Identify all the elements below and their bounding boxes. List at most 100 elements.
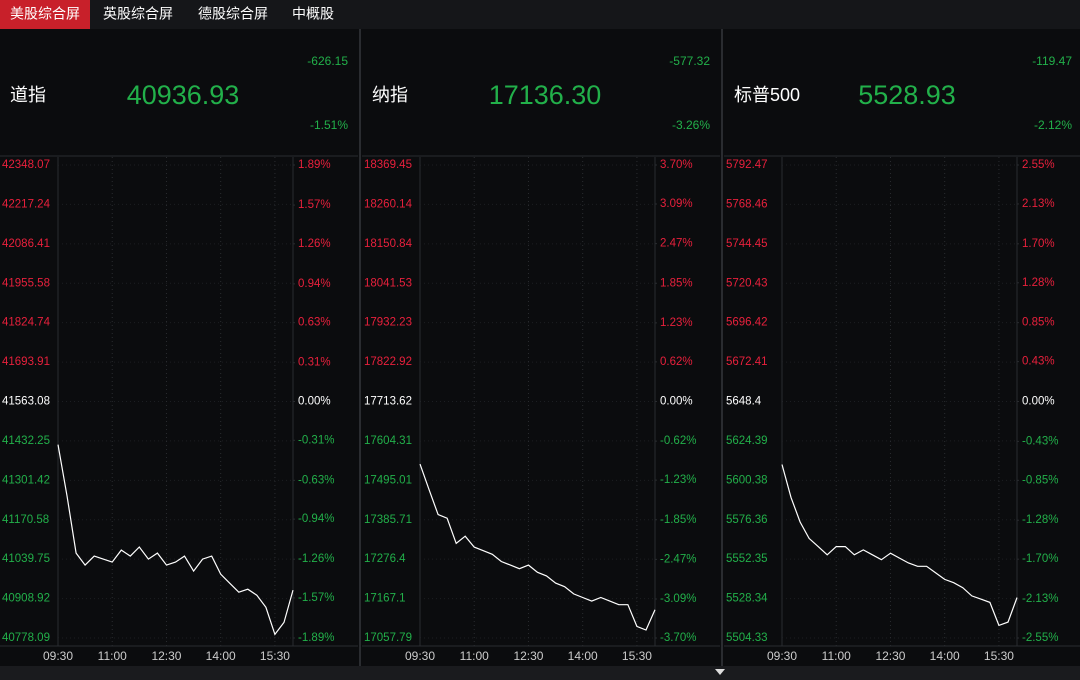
y2-tick-label: -1.23% <box>660 474 696 486</box>
y-tick-label: 18041.53 <box>364 277 412 289</box>
index-name: 道指 <box>10 85 46 105</box>
y2-tick-label: 2.13% <box>1022 198 1055 210</box>
y-tick-label: 40778.09 <box>2 632 50 644</box>
y2-tick-label: 0.31% <box>298 357 331 369</box>
y2-tick-label: 1.26% <box>298 238 331 250</box>
y-tick-label: 17276.4 <box>364 553 406 565</box>
y2-tick-label: 0.00% <box>1022 396 1055 408</box>
index-change-pct: -1.51% <box>310 118 348 132</box>
y-tick-label: 42086.41 <box>2 238 50 250</box>
y2-tick-label: 1.85% <box>660 277 693 289</box>
y-tick-label: 17167.1 <box>364 593 406 605</box>
y-tick-label: 17495.01 <box>364 474 412 486</box>
x-tick-label: 09:30 <box>405 649 435 663</box>
y-tick-label: 17713.62 <box>364 396 412 408</box>
y-tick-label: 5672.41 <box>726 356 768 368</box>
y2-tick-label: 3.09% <box>660 198 693 210</box>
x-tick-label: 14:00 <box>206 649 236 663</box>
y2-tick-label: 0.43% <box>1022 356 1055 368</box>
x-tick-label: 14:00 <box>568 649 598 663</box>
y2-tick-label: -0.85% <box>1022 474 1058 486</box>
y2-tick-label: -1.26% <box>298 553 334 565</box>
y-tick-label: 41955.58 <box>2 277 50 289</box>
y-tick-label: 41432.25 <box>2 435 50 447</box>
y-tick-label: 42348.07 <box>2 159 50 171</box>
y2-tick-label: -3.70% <box>660 632 696 644</box>
y2-tick-label: -1.70% <box>1022 553 1058 565</box>
y-tick-label: 5504.33 <box>726 632 768 644</box>
index-name: 纳指 <box>372 85 408 105</box>
index-change: -577.32 <box>669 54 710 68</box>
y-tick-label: 5696.42 <box>726 317 768 329</box>
y-tick-label: 17822.92 <box>364 356 412 368</box>
y-tick-label: 41563.08 <box>2 396 50 408</box>
y-tick-label: 17604.31 <box>364 435 412 447</box>
y2-tick-label: -1.57% <box>298 592 334 604</box>
tab-active-bg <box>0 0 90 29</box>
y2-tick-label: 3.70% <box>660 159 693 171</box>
collapse-arrow[interactable] <box>715 669 725 675</box>
tab[interactable]: 中概股 <box>292 6 334 22</box>
x-tick-label: 12:30 <box>875 649 905 663</box>
y-tick-label: 18260.14 <box>364 198 413 210</box>
y-tick-label: 5768.46 <box>726 198 768 210</box>
y2-tick-label: -1.28% <box>1022 514 1058 526</box>
x-tick-label: 12:30 <box>513 649 543 663</box>
y2-tick-label: -0.31% <box>298 434 334 446</box>
y-tick-label: 5624.39 <box>726 435 768 447</box>
index-name: 标普500 <box>734 85 800 105</box>
tab[interactable]: 美股综合屏 <box>10 6 80 22</box>
price-line <box>781 464 1018 627</box>
y-tick-label: 41170.58 <box>2 514 49 526</box>
y2-tick-label: -0.94% <box>298 513 334 525</box>
y2-tick-label: -3.09% <box>660 593 696 605</box>
y-tick-label: 5792.47 <box>726 159 768 171</box>
y-tick-label: 41693.91 <box>2 356 50 368</box>
price-line <box>419 463 656 631</box>
y-tick-label: 41301.42 <box>2 474 50 486</box>
index-price: 17136.30 <box>489 80 602 110</box>
bottom-bar <box>0 666 1080 680</box>
y2-tick-label: 0.62% <box>660 356 693 368</box>
y2-tick-label: -1.85% <box>660 514 696 526</box>
x-tick-label: 11:00 <box>460 649 489 663</box>
y-tick-label: 42217.24 <box>2 198 51 210</box>
y2-tick-label: 0.63% <box>298 317 331 329</box>
x-tick-label: 09:30 <box>43 649 73 663</box>
y2-tick-label: 2.55% <box>1022 159 1055 171</box>
y-tick-label: 5552.35 <box>726 553 768 565</box>
x-tick-label: 15:30 <box>260 649 290 663</box>
y-tick-label: 17932.23 <box>364 317 412 329</box>
y2-tick-label: 1.57% <box>298 199 331 211</box>
tab[interactable]: 德股综合屏 <box>198 6 268 22</box>
y-tick-label: 18150.84 <box>364 238 413 250</box>
y2-tick-label: 0.85% <box>1022 317 1055 329</box>
index-change-pct: -2.12% <box>1034 118 1072 132</box>
tab-bar <box>0 0 1080 29</box>
y2-tick-label: 1.28% <box>1022 277 1055 289</box>
y-tick-label: 41824.74 <box>2 317 51 329</box>
index-price: 5528.93 <box>858 80 956 110</box>
index-change: -119.47 <box>1032 54 1072 68</box>
y-tick-label: 18369.45 <box>364 159 412 171</box>
y-tick-label: 5576.36 <box>726 514 768 526</box>
y2-tick-label: 0.94% <box>298 278 331 290</box>
index-change: -626.15 <box>307 54 348 68</box>
tab[interactable]: 英股综合屏 <box>103 6 173 22</box>
price-line <box>57 444 294 636</box>
y-tick-label: 5744.45 <box>726 238 768 250</box>
x-tick-label: 15:30 <box>984 649 1014 663</box>
x-tick-label: 15:30 <box>622 649 652 663</box>
y2-tick-label: -2.13% <box>1022 593 1058 605</box>
y-tick-label: 17385.71 <box>364 514 412 526</box>
index-price: 40936.93 <box>127 80 240 110</box>
y-tick-label: 17057.79 <box>364 632 412 644</box>
x-tick-label: 12:30 <box>151 649 181 663</box>
x-tick-label: 09:30 <box>767 649 797 663</box>
x-tick-label: 11:00 <box>822 649 851 663</box>
y2-tick-label: 1.70% <box>1022 238 1055 250</box>
y2-tick-label: -0.43% <box>1022 435 1058 447</box>
